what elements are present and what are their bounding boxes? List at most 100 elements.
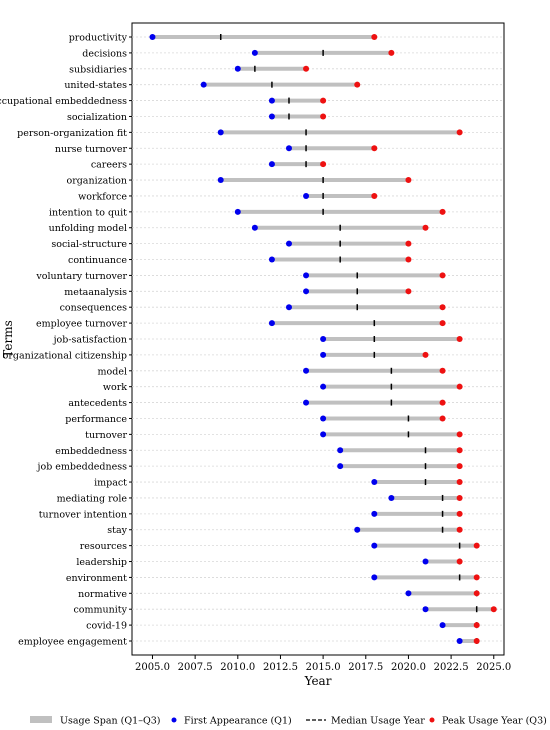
- peak-usage-point: [456, 526, 463, 533]
- first-appearance-point: [303, 288, 310, 295]
- peak-usage-point: [405, 288, 412, 295]
- term-label: job-satisfaction: [53, 335, 127, 346]
- peak-usage-point: [456, 129, 463, 136]
- term-label: impact: [94, 478, 127, 489]
- peak-usage-point: [405, 240, 412, 247]
- peak-usage-point: [422, 224, 429, 231]
- first-appearance-point: [234, 65, 241, 72]
- x-axis-ticks: 2005.0 2007.5 2010.0 2012.5 2015.0 2017.5 2020…: [135, 655, 511, 673]
- legend-label: First Appearance (Q1): [184, 716, 292, 727]
- term-label: social-structure: [51, 239, 127, 250]
- term-label: stay: [107, 525, 127, 536]
- term-label: performance: [65, 414, 127, 425]
- first-appearance-point: [251, 224, 258, 231]
- first-appearance-point: [234, 208, 241, 215]
- term-label: normative: [78, 589, 127, 600]
- term-label: person-organization fit: [17, 128, 127, 139]
- first-appearance-point: [285, 304, 292, 311]
- usage-spans: [152, 35, 494, 643]
- term-label: embeddedness: [55, 446, 127, 457]
- x-tick-label: 2010.0: [220, 662, 255, 673]
- peak-usage-point: [405, 177, 412, 184]
- legend: Usage Span (Q1–Q3) First Appearance (Q1) M…: [30, 716, 547, 727]
- first-appearance-point: [388, 494, 395, 501]
- first-appearance-point: [217, 129, 224, 136]
- peak-usage-point: [456, 494, 463, 501]
- first-appearance-point: [337, 447, 344, 454]
- term-label: nurse turnover: [55, 144, 128, 155]
- term-label: organizational citizenship: [3, 350, 127, 361]
- term-label: metaanalysis: [64, 287, 127, 298]
- legend-label: Median Usage Year: [331, 716, 425, 727]
- x-tick-label: 2007.5: [178, 662, 213, 673]
- term-label: covid-19: [86, 621, 127, 632]
- term-label: resources: [80, 541, 127, 552]
- term-label: careers: [91, 160, 127, 171]
- first-appearance-point: [320, 431, 327, 438]
- peak-usage-point: [490, 606, 497, 613]
- term-label: socialization: [67, 112, 127, 123]
- x-tick-label: 2012.5: [263, 662, 298, 673]
- peak-usage-point: [320, 113, 327, 120]
- legend-span-swatch: [30, 716, 52, 723]
- first-appearance-points: [149, 34, 463, 644]
- first-appearance-point: [320, 351, 327, 358]
- term-label: workforce: [78, 191, 127, 202]
- median-ticks: [219, 34, 478, 644]
- first-appearance-point: [405, 590, 412, 597]
- peak-usage-point: [371, 34, 378, 40]
- term-labels: productivity decisions subsidiaries united-…: [0, 33, 132, 648]
- term-label: voluntary turnover: [35, 271, 127, 282]
- peak-usage-point: [439, 399, 446, 406]
- first-appearance-point: [456, 638, 463, 644]
- peak-usage-point: [473, 542, 480, 549]
- peak-usage-points: [303, 34, 497, 644]
- term-label: unfolding model: [49, 223, 127, 234]
- x-tick-label: 2022.5: [434, 662, 469, 673]
- term-label: turnover: [85, 430, 127, 441]
- x-axis-label: Year: [304, 674, 332, 688]
- term-label: decisions: [82, 48, 127, 59]
- first-appearance-point: [217, 177, 224, 184]
- x-tick-label: 2015.0: [306, 662, 341, 673]
- peak-usage-point: [456, 558, 463, 565]
- first-appearance-point: [268, 256, 275, 263]
- x-tick-label: 2017.5: [348, 662, 383, 673]
- peak-usage-point: [371, 145, 378, 152]
- x-tick-label: 2025.0: [476, 662, 511, 673]
- term-label: community: [73, 605, 127, 616]
- peak-usage-point: [388, 49, 395, 56]
- peak-usage-point: [473, 638, 480, 644]
- first-appearance-point: [320, 415, 327, 422]
- term-label: organization: [66, 176, 127, 187]
- first-appearance-point: [354, 526, 361, 533]
- term-label: continuance: [68, 255, 127, 266]
- legend-label: Peak Usage Year (Q3): [442, 716, 547, 727]
- term-label: subsidiaries: [69, 64, 127, 75]
- term-label: job embeddedness: [37, 462, 128, 473]
- peak-usage-point: [456, 431, 463, 438]
- peak-usage-point: [439, 272, 446, 279]
- peak-usage-point: [422, 351, 429, 358]
- peak-usage-point: [473, 574, 480, 581]
- x-tick-label: 2020.0: [391, 662, 426, 673]
- term-label: antecedents: [68, 398, 127, 409]
- term-label: mediating role: [57, 493, 128, 504]
- term-label: employee turnover: [36, 319, 127, 330]
- first-appearance-point: [371, 510, 378, 517]
- peak-usage-point: [456, 479, 463, 486]
- legend-label: Usage Span (Q1–Q3): [60, 716, 161, 727]
- term-label: employee engagement: [18, 637, 127, 648]
- peak-usage-point: [439, 304, 446, 311]
- peak-usage-point: [303, 65, 310, 72]
- peak-usage-point: [456, 510, 463, 517]
- term-label: turnover intention: [39, 509, 127, 520]
- first-appearance-point: [149, 34, 156, 40]
- first-appearance-point: [303, 272, 310, 279]
- peak-usage-point: [439, 415, 446, 422]
- first-appearance-point: [371, 574, 378, 581]
- term-label: environment: [66, 573, 127, 584]
- term-label: united-states: [64, 80, 127, 91]
- first-appearance-point: [285, 145, 292, 152]
